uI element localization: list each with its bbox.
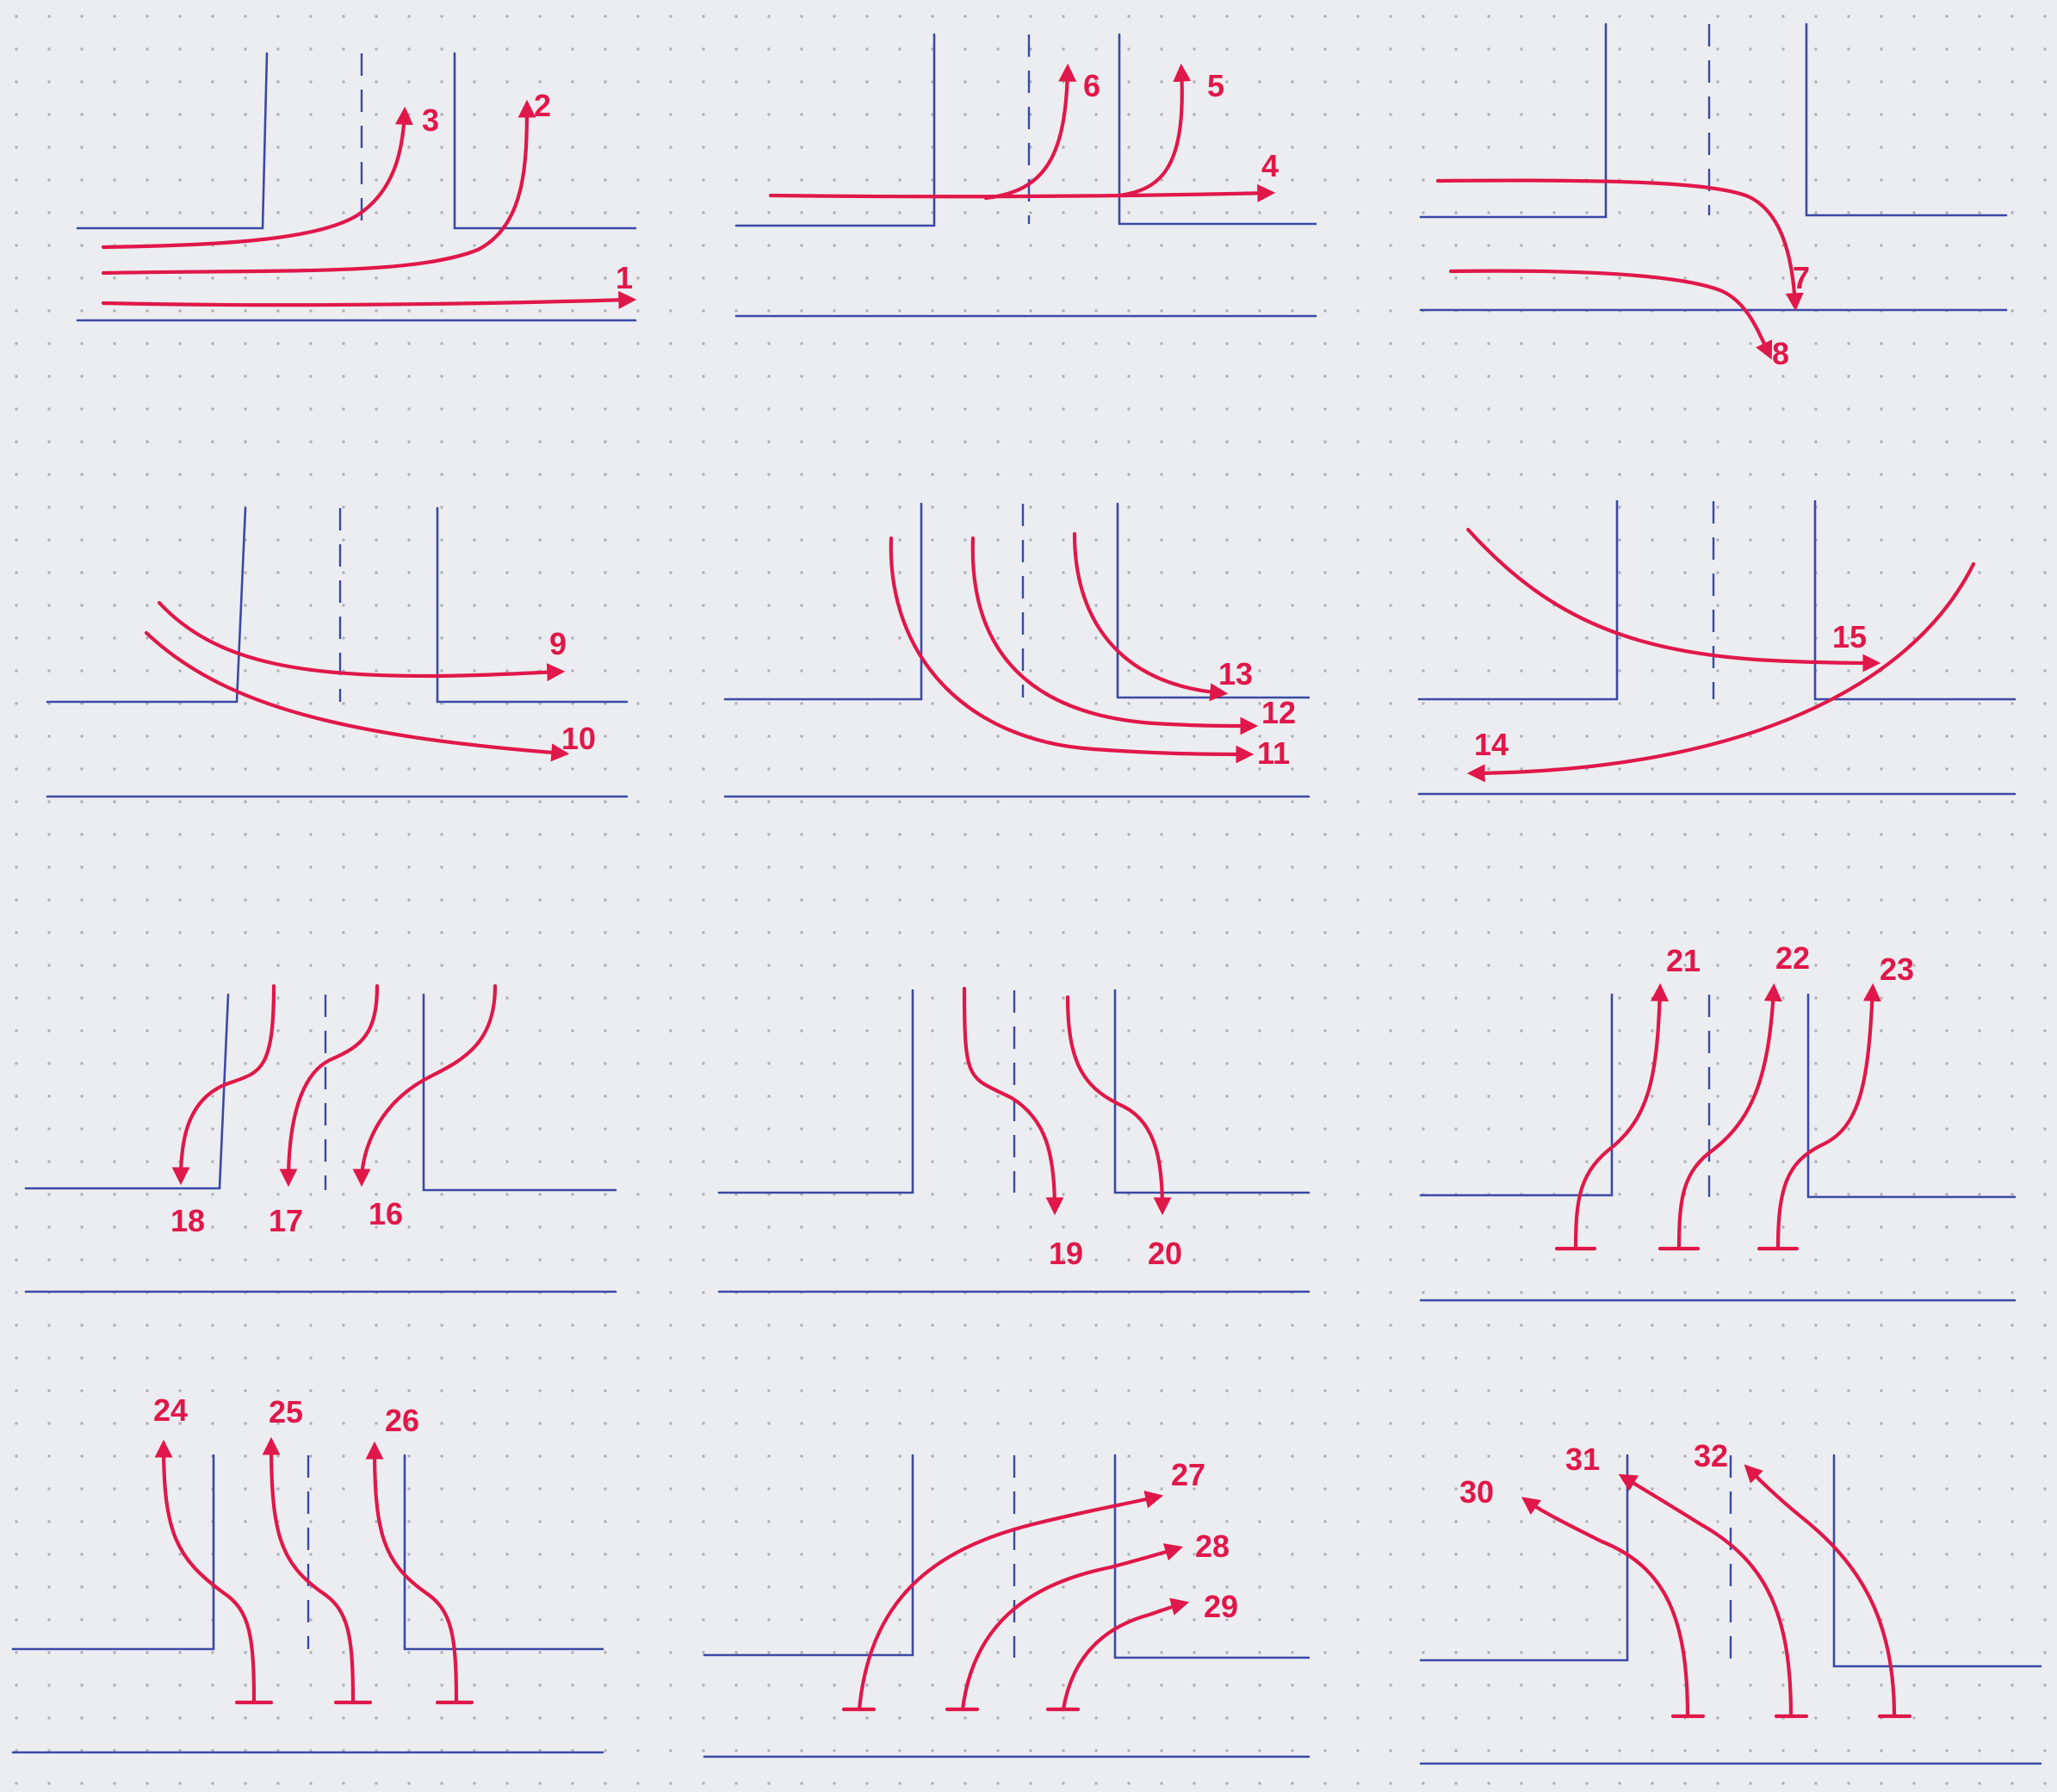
label-14: 14 (1474, 727, 1509, 762)
label-6: 6 (1083, 68, 1100, 103)
label-4: 4 (1261, 148, 1279, 183)
label-1: 1 (616, 260, 633, 295)
label-11: 11 (1257, 735, 1290, 771)
label-3: 3 (422, 102, 439, 138)
label-2: 2 (534, 88, 551, 123)
label-8: 8 (1772, 336, 1789, 371)
label-30: 30 (1459, 1474, 1494, 1510)
label-19: 19 (1049, 1236, 1083, 1271)
label-13: 13 (1218, 656, 1253, 691)
label-22: 22 (1775, 940, 1810, 976)
label-16: 16 (369, 1196, 403, 1231)
label-26: 26 (385, 1403, 419, 1438)
label-29: 29 (1204, 1589, 1238, 1624)
label-20: 20 (1148, 1236, 1182, 1271)
label-10: 10 (561, 721, 596, 756)
label-17: 17 (269, 1203, 303, 1238)
label-27: 27 (1171, 1457, 1205, 1492)
label-25: 25 (269, 1394, 303, 1429)
label-9: 9 (549, 626, 567, 661)
label-31: 31 (1565, 1442, 1600, 1477)
label-18: 18 (170, 1203, 205, 1238)
label-15: 15 (1832, 619, 1867, 654)
label-28: 28 (1195, 1528, 1230, 1564)
label-7: 7 (1793, 260, 1810, 295)
label-12: 12 (1261, 695, 1296, 730)
label-24: 24 (153, 1392, 188, 1428)
label-23: 23 (1880, 952, 1914, 987)
label-21: 21 (1666, 943, 1701, 978)
label-5: 5 (1207, 68, 1224, 103)
label-32: 32 (1694, 1438, 1728, 1473)
